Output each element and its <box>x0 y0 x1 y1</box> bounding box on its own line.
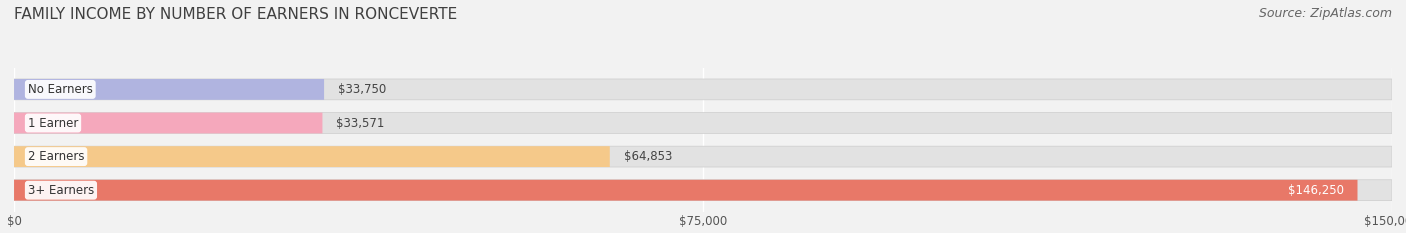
Text: $33,750: $33,750 <box>337 83 387 96</box>
Text: No Earners: No Earners <box>28 83 93 96</box>
Text: 3+ Earners: 3+ Earners <box>28 184 94 197</box>
Text: $146,250: $146,250 <box>1288 184 1344 197</box>
FancyBboxPatch shape <box>14 146 610 167</box>
FancyBboxPatch shape <box>14 180 1392 201</box>
Text: Source: ZipAtlas.com: Source: ZipAtlas.com <box>1258 7 1392 20</box>
FancyBboxPatch shape <box>14 79 1392 100</box>
Text: $33,571: $33,571 <box>336 116 385 130</box>
Text: 1 Earner: 1 Earner <box>28 116 79 130</box>
FancyBboxPatch shape <box>14 146 1392 167</box>
Text: 2 Earners: 2 Earners <box>28 150 84 163</box>
Text: FAMILY INCOME BY NUMBER OF EARNERS IN RONCEVERTE: FAMILY INCOME BY NUMBER OF EARNERS IN RO… <box>14 7 457 22</box>
Text: $64,853: $64,853 <box>624 150 672 163</box>
FancyBboxPatch shape <box>14 180 1358 201</box>
FancyBboxPatch shape <box>14 113 322 134</box>
FancyBboxPatch shape <box>14 113 1392 134</box>
FancyBboxPatch shape <box>14 79 325 100</box>
